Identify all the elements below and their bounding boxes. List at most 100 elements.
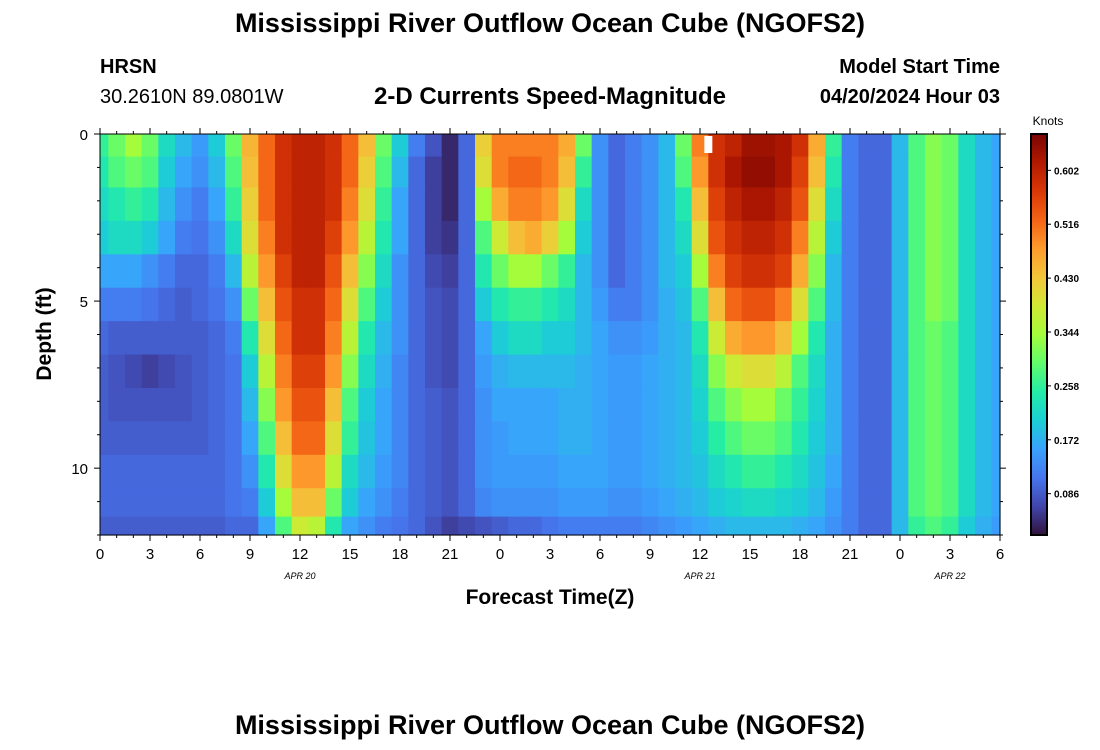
heatmap-cell — [158, 354, 176, 389]
heatmap-cell — [258, 254, 276, 289]
heatmap-cell — [475, 187, 493, 222]
heatmap-cell — [375, 187, 393, 222]
heatmap-cell — [408, 287, 426, 322]
heatmap-cell — [191, 134, 209, 158]
heatmap-cell — [575, 220, 593, 255]
heatmap-cell — [241, 321, 259, 356]
heatmap-cell — [675, 421, 693, 456]
heatmap-cell — [391, 287, 409, 322]
heatmap-cell — [891, 134, 909, 158]
heatmap-cell — [558, 156, 576, 189]
heatmap-cell — [308, 187, 326, 222]
heatmap-cell — [141, 287, 159, 322]
heatmap-cell — [441, 421, 459, 456]
heatmap-cell — [608, 254, 626, 289]
heatmap-cell — [775, 516, 793, 536]
heatmap-cell — [775, 134, 793, 158]
heatmap-cell — [991, 321, 1001, 356]
heatmap-cell — [675, 254, 693, 289]
colorbar-tick-label: 0.344 — [1054, 328, 1079, 339]
heatmap-cell — [175, 254, 193, 289]
heatmap-cell — [708, 421, 726, 456]
heatmap-cell — [425, 220, 443, 255]
heatmap-cell — [141, 421, 159, 456]
heatmap-cell — [625, 134, 643, 158]
current-time-marker — [704, 136, 713, 153]
heatmap-cell — [858, 516, 876, 536]
heatmap-cell — [975, 254, 993, 289]
heatmap-cell — [391, 387, 409, 422]
heatmap-cell — [100, 220, 109, 255]
heatmap-cell — [375, 354, 393, 389]
heatmap-cell — [108, 187, 126, 222]
heatmap-cell — [791, 321, 809, 356]
heatmap-cell — [975, 287, 993, 322]
heatmap-cell — [275, 516, 293, 536]
heatmap-cell — [175, 220, 193, 255]
heatmap-cell — [375, 156, 393, 189]
heatmap-cell — [558, 454, 576, 489]
heatmap-cell — [358, 287, 376, 322]
x-tick-label: 21 — [842, 546, 859, 563]
heatmap-cell — [441, 134, 459, 158]
heatmap-cell — [425, 187, 443, 222]
heatmap-cell — [758, 354, 776, 389]
heatmap-cell — [508, 321, 526, 356]
heatmap-cell — [575, 354, 593, 389]
heatmap-cell — [958, 187, 976, 222]
heatmap-cell — [691, 321, 709, 356]
heatmap-cell — [958, 254, 976, 289]
heatmap-cell — [225, 516, 243, 536]
heatmap-cell — [191, 220, 209, 255]
heatmap-cell — [141, 220, 159, 255]
heatmap-cell — [491, 321, 509, 356]
heatmap-cell — [925, 321, 943, 356]
colorbar-tick-label: 0.258 — [1054, 382, 1079, 393]
heatmap-cell — [841, 387, 859, 422]
heatmap-cell — [925, 156, 943, 189]
heatmap-cell — [841, 354, 859, 389]
heatmap-cell — [475, 488, 493, 518]
heatmap-cell — [591, 321, 609, 356]
heatmap-cell — [691, 387, 709, 422]
heatmap-cell — [958, 321, 976, 356]
heatmap-cell — [408, 321, 426, 356]
heatmap-cell — [558, 187, 576, 222]
heatmap-cell — [391, 354, 409, 389]
heatmap-cell — [341, 156, 359, 189]
heatmap-cell — [308, 354, 326, 389]
heatmap-cell — [991, 187, 1001, 222]
heatmap-cell — [991, 134, 1001, 158]
heatmap-cell — [475, 454, 493, 489]
heatmap-cell — [291, 421, 309, 456]
heatmap-cell — [175, 287, 193, 322]
heatmap-cell — [791, 516, 809, 536]
heatmap-cell — [225, 454, 243, 489]
heatmap-cell — [758, 488, 776, 518]
heatmap-cell — [241, 454, 259, 489]
heatmap-cell — [691, 287, 709, 322]
heatmap-cell — [325, 387, 343, 422]
heatmap-cell — [541, 387, 559, 422]
heatmap-cell — [575, 156, 593, 189]
colorbar-gradient — [1030, 133, 1048, 536]
heatmap-cell — [175, 488, 193, 518]
heatmap-cell — [141, 488, 159, 518]
heatmap-cell — [475, 254, 493, 289]
heatmap-cell — [675, 134, 693, 158]
heatmap-cell — [641, 287, 659, 322]
heatmap-cell — [241, 516, 259, 536]
heatmap-cell — [925, 488, 943, 518]
heatmap-cell — [208, 187, 226, 222]
heatmap-cell — [425, 134, 443, 158]
heatmap-cell — [291, 156, 309, 189]
y-tick-label: 0 — [80, 127, 88, 144]
heatmap-cell — [758, 387, 776, 422]
heatmap-cell — [741, 321, 759, 356]
heatmap-cell — [208, 287, 226, 322]
heatmap-cell — [441, 321, 459, 356]
heatmap-cell — [375, 387, 393, 422]
heatmap-cell — [841, 454, 859, 489]
heatmap-cell — [491, 421, 509, 456]
heatmap-cell — [175, 321, 193, 356]
